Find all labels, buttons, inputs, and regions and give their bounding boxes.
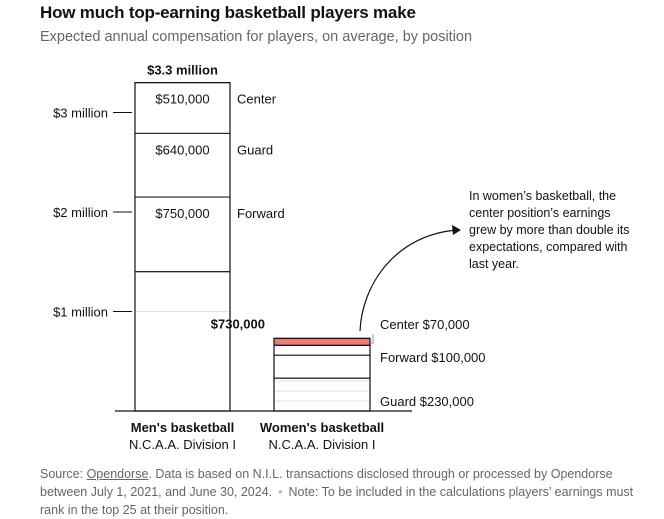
- source-prefix: Source:: [40, 467, 87, 481]
- separator-dot: •: [278, 485, 283, 499]
- men-s-basketball-segment-name-center: Center: [237, 92, 277, 107]
- men-s-basketball-category-label: Men's basketball: [131, 420, 235, 435]
- men-s-basketball-segment-name-guard: Guard: [237, 142, 273, 157]
- men-s-basketball-remainder: [134, 271, 231, 412]
- men-s-basketball-total-label: $3.3 million: [147, 63, 218, 78]
- men-s-basketball-segment-center: [134, 82, 231, 134]
- womens-center-label: Center $70,000: [380, 317, 470, 332]
- men-s-basketball-segment-forward: [134, 196, 231, 273]
- men-s-basketball-segment-value-forward: $750,000: [155, 206, 209, 221]
- men-s-basketball-segment-name-forward: Forward: [237, 206, 285, 221]
- y-tick-label: $1 million: [53, 305, 108, 320]
- women-s-basketball-category-label: Women's basketball: [260, 420, 384, 435]
- men-s-basketball-segment-value-center: $510,000: [155, 92, 209, 107]
- annotation-arrow: [359, 229, 458, 332]
- chart-footer: Source: Opendorse. Data is based on N.I.…: [40, 465, 650, 519]
- y-tick-label: $3 million: [53, 106, 108, 121]
- womens-forward-label: Forward $100,000: [380, 350, 486, 365]
- chart-title: How much top-earning basketball players …: [40, 3, 416, 22]
- men-s-basketball-segment-value-guard: $640,000: [155, 142, 209, 157]
- y-tick-label: $2 million: [53, 205, 108, 220]
- womens-guard-label: Guard $230,000: [380, 394, 474, 409]
- chart-subtitle: Expected annual compensation for players…: [40, 29, 473, 45]
- women-s-basketball-category-sublabel: N.C.A.A. Division I: [269, 437, 376, 452]
- womens-center-leader: [371, 334, 374, 344]
- annotation-text: In women’s basketball, the center positio…: [469, 189, 630, 271]
- source-text: . Data is based on N.I.L. transactions d…: [40, 467, 613, 499]
- women-s-basketball-remainder: [273, 377, 371, 412]
- women-s-basketball-segment-center: [273, 337, 371, 346]
- stacked-bar-chart: $1 million $2 million $3 million $510,000 Ce…: [53, 63, 630, 452]
- source-link[interactable]: Opendorse: [86, 467, 149, 481]
- women-s-basketball-segment-guard: [273, 354, 371, 379]
- women-s-basketball-segment-forward: [273, 344, 371, 356]
- annotation-arrowhead: [452, 225, 461, 235]
- women-s-basketball-total-label: $730,000: [211, 316, 265, 331]
- men-s-basketball-category-sublabel: N.C.A.A. Division I: [129, 437, 236, 452]
